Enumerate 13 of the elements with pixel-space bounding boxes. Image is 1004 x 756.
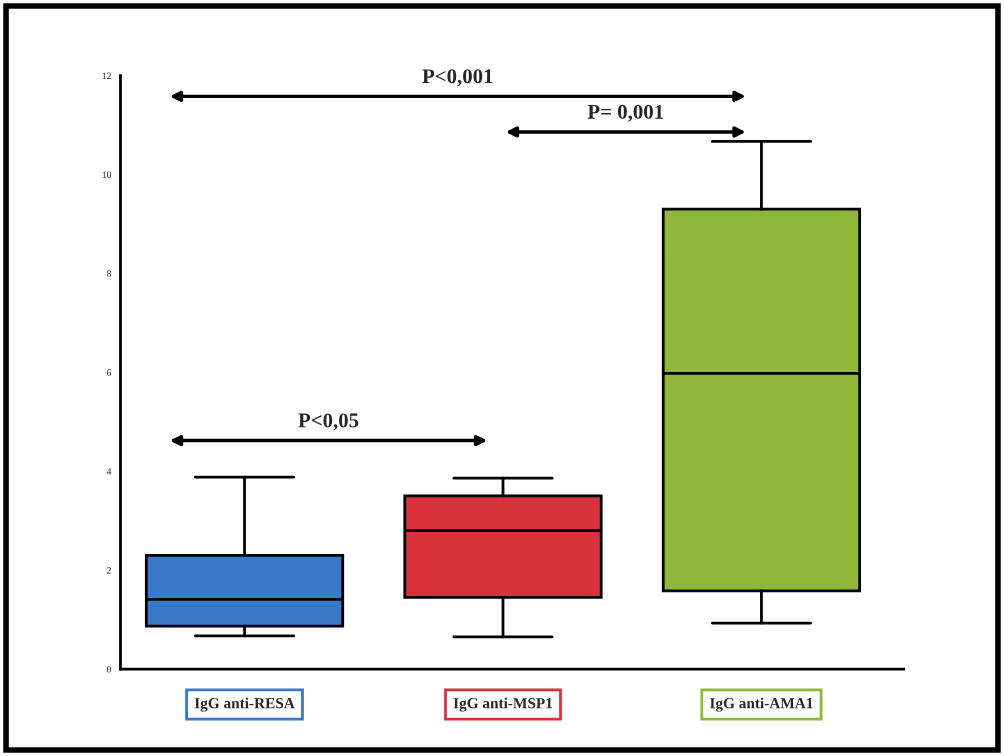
y-tick-label: 6: [107, 369, 112, 376]
y-tick-label: 10: [102, 171, 112, 178]
annotation: P<0,001: [422, 69, 493, 87]
x-tick-label: IgG anti-RESA: [194, 697, 295, 712]
y-tick-label: 0: [106, 665, 112, 673]
y-tick-label: 8: [106, 270, 112, 277]
y-tick-label: 2: [107, 567, 111, 574]
annotation: P= 0,001: [587, 104, 664, 122]
y-tick-label: 4: [106, 468, 112, 475]
x-tick-label: IgG anti-MSP1: [453, 697, 553, 712]
x-tick-label: IgG anti-AMA1: [709, 697, 813, 712]
y-tick-label: 12: [102, 72, 111, 79]
annotation: P<0,05: [298, 413, 359, 431]
